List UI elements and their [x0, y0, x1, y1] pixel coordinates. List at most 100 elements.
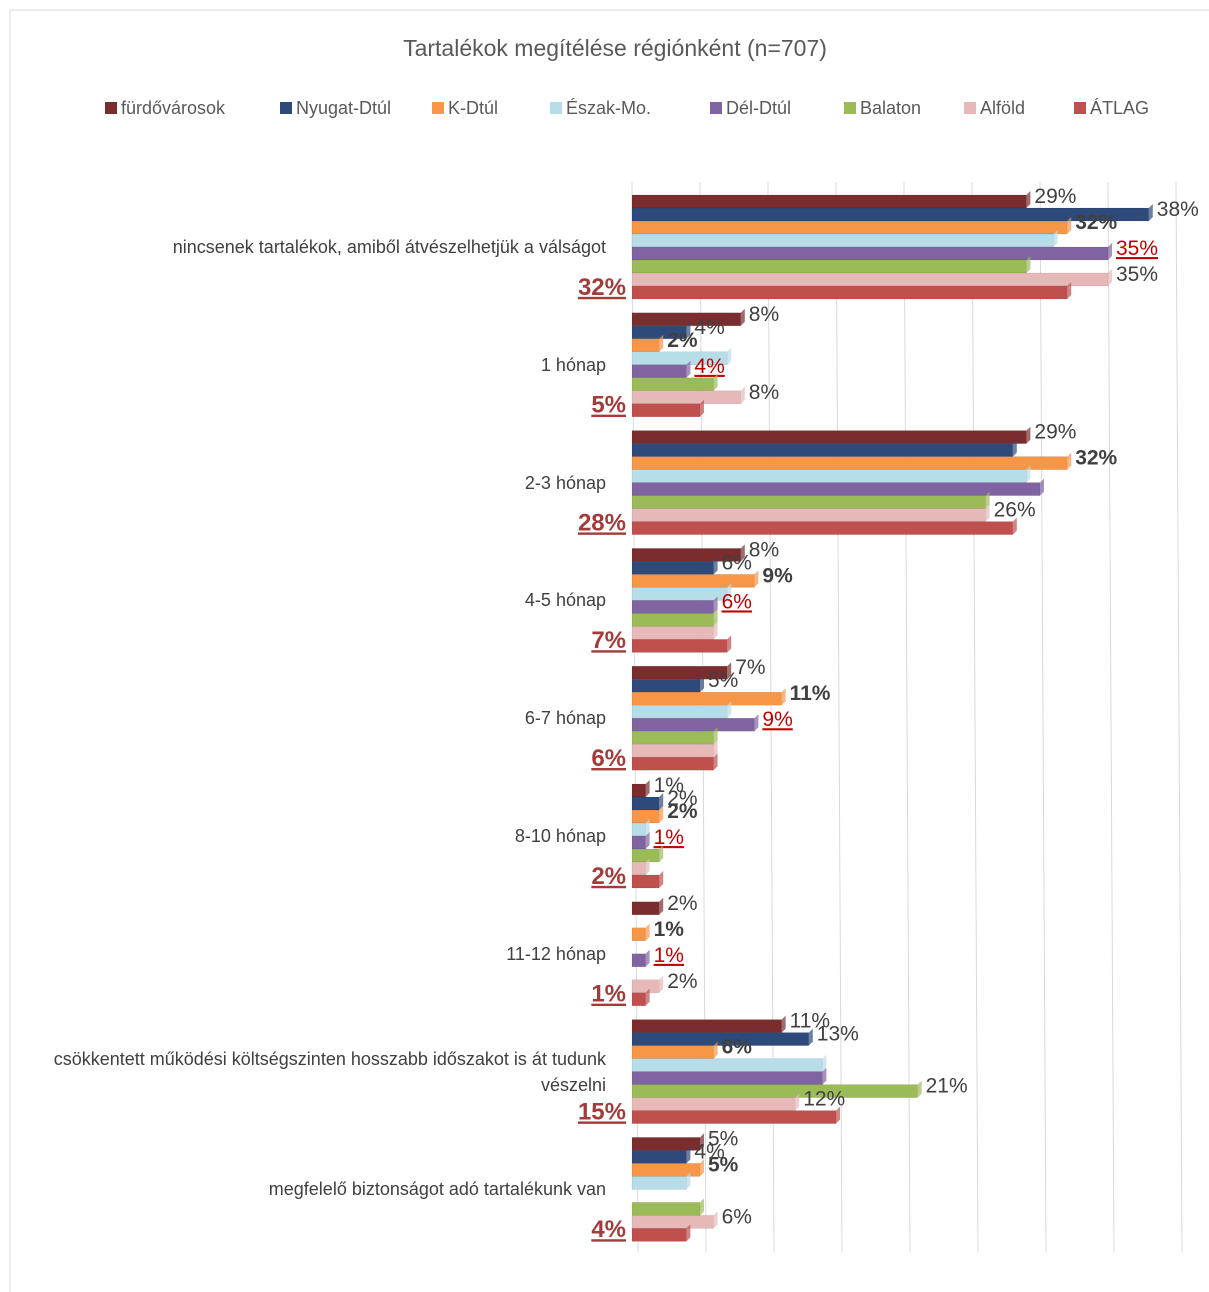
- legend-label: Dél-Dtúl: [726, 98, 791, 118]
- data-label: 12%: [803, 1088, 845, 1111]
- bar-depth: [740, 308, 745, 326]
- data-label: 32%: [1075, 211, 1117, 234]
- data-label: 32%: [1075, 447, 1117, 470]
- bar-depth: [686, 1224, 691, 1242]
- bar: [631, 443, 1014, 457]
- bar-depth: [1148, 204, 1153, 221]
- data-label: 4%: [591, 1216, 626, 1243]
- legend-label: Balaton: [860, 98, 921, 118]
- bar: [631, 704, 728, 719]
- bar-depth: [808, 1028, 813, 1046]
- bar-depth: [713, 1211, 718, 1229]
- bar: [631, 861, 646, 876]
- bar: [631, 377, 714, 392]
- bar: [631, 678, 701, 693]
- bar: [631, 730, 714, 745]
- legend-swatch: [710, 102, 722, 114]
- data-label: 32%: [578, 274, 626, 301]
- bar-depth: [740, 386, 745, 404]
- grid-line: [1039, 181, 1047, 1253]
- data-label: 26%: [994, 499, 1036, 522]
- bar-depth: [727, 347, 732, 365]
- bar-depth: [659, 871, 664, 888]
- data-label: 29%: [1034, 185, 1076, 208]
- bar-depth: [713, 1041, 718, 1059]
- bar: [631, 587, 728, 601]
- bar: [631, 1019, 782, 1033]
- legend-swatch: [550, 102, 562, 114]
- bar-depth: [727, 701, 732, 719]
- bar-depth: [645, 832, 650, 849]
- bar-depth: [836, 1106, 840, 1124]
- bar: [631, 482, 1041, 496]
- bar-depth: [822, 1067, 827, 1085]
- category-label: 8-10 hónap: [514, 826, 606, 846]
- bar-depth: [713, 753, 718, 771]
- bar: [631, 639, 728, 653]
- bar-depth: [686, 321, 691, 339]
- bar-depth: [700, 399, 704, 417]
- grid-line: [903, 181, 911, 1253]
- bar: [631, 456, 1068, 470]
- bar-depth: [713, 373, 718, 391]
- bar-depth: [781, 688, 786, 706]
- bar: [631, 1084, 918, 1098]
- category-label: 6-7 hónap: [524, 708, 606, 729]
- bar-depth: [659, 793, 664, 810]
- data-label: 13%: [817, 1023, 859, 1046]
- data-label: 6%: [722, 1205, 752, 1228]
- data-label: 2%: [667, 970, 697, 993]
- bar-depth: [985, 491, 990, 509]
- bar: [631, 1045, 714, 1059]
- bar-depth: [727, 662, 732, 680]
- bar: [631, 574, 755, 588]
- bar-depth: [795, 1093, 800, 1111]
- bar-depth: [1067, 452, 1072, 470]
- bar-depth: [713, 740, 718, 758]
- data-label: 8%: [749, 381, 779, 404]
- bar: [631, 403, 701, 418]
- data-label: 6%: [722, 590, 752, 613]
- bar-depth: [700, 1159, 704, 1177]
- bar: [631, 848, 660, 863]
- bar: [631, 822, 646, 837]
- data-label: 9%: [762, 564, 793, 587]
- legend-swatch: [964, 102, 976, 114]
- bar-depth: [645, 819, 650, 836]
- bar-depth: [1067, 282, 1072, 299]
- bar-depth: [713, 596, 718, 614]
- data-label: 4%: [694, 316, 724, 339]
- bar: [631, 613, 714, 627]
- bar-depth: [754, 570, 759, 588]
- data-label: 8%: [749, 538, 779, 561]
- data-label: 21%: [926, 1075, 968, 1098]
- bar: [631, 561, 714, 575]
- bar-depth: [659, 975, 664, 993]
- bar: [631, 796, 660, 811]
- legend-swatch: [1074, 102, 1086, 114]
- bar-depth: [1040, 478, 1044, 496]
- bar-depth: [1012, 439, 1017, 457]
- data-label: 9%: [762, 708, 792, 731]
- legend-label: ÁTLAG: [1090, 98, 1149, 118]
- bar-depth: [727, 583, 732, 601]
- data-label: 11%: [790, 682, 831, 705]
- bar-depth: [713, 727, 718, 745]
- bar: [631, 469, 1027, 483]
- bar: [631, 743, 714, 758]
- category-label: 2-3 hónap: [524, 472, 606, 493]
- bar: [631, 874, 660, 889]
- data-label: 15%: [578, 1098, 626, 1125]
- bar-depth: [985, 504, 990, 522]
- data-label: 2%: [667, 329, 698, 352]
- bar-depth: [713, 609, 718, 627]
- bar: [631, 756, 714, 771]
- legend-label: fürdővárosok: [121, 98, 226, 118]
- bar-depth: [659, 897, 664, 915]
- category-label: 11-12 hónap: [506, 943, 606, 964]
- bar: [631, 521, 1014, 535]
- data-label: 35%: [1116, 237, 1158, 260]
- bar: [631, 901, 660, 916]
- bar: [631, 495, 986, 509]
